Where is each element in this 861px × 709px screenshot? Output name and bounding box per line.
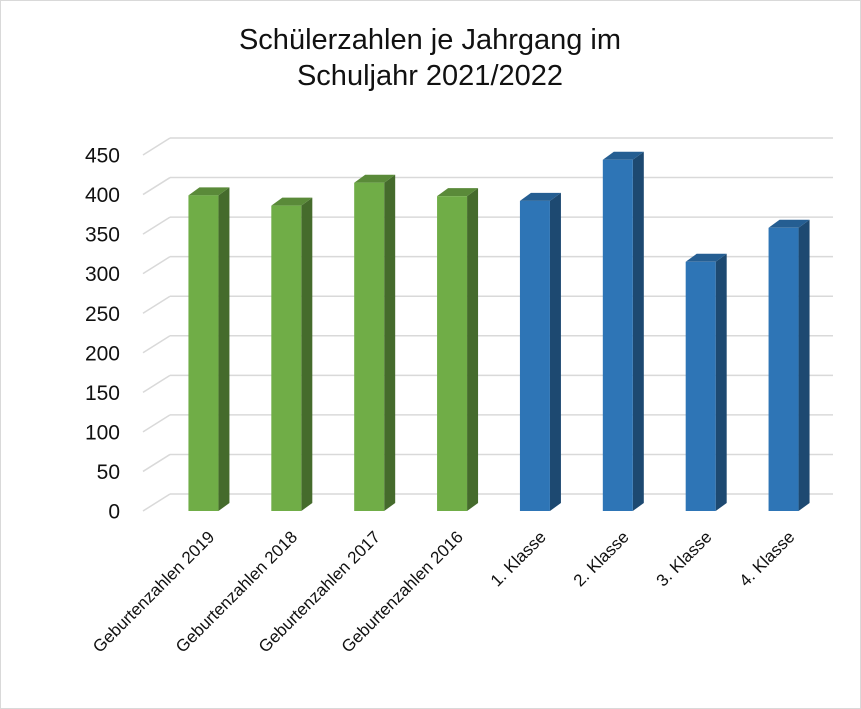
y-tick-label: 300 [85, 263, 120, 286]
bar-side [632, 151, 644, 511]
bar-side [218, 187, 230, 511]
y-tick-label: 400 [85, 184, 120, 207]
bar-top [271, 197, 313, 206]
grid-line-side [142, 216, 171, 235]
bar-side [301, 197, 313, 511]
bar-top [354, 174, 396, 183]
y-tick-label: 250 [85, 303, 120, 326]
y-tick-label: 50 [97, 461, 120, 484]
y-tick-label: 200 [85, 342, 120, 365]
grid-line-side [142, 493, 171, 512]
grid-line-side [142, 176, 171, 196]
bar [602, 159, 633, 511]
bar [685, 261, 716, 511]
bar-top [519, 192, 561, 201]
bar-side [549, 192, 561, 511]
bar [437, 196, 468, 512]
bar [188, 195, 219, 511]
bar-top [602, 151, 644, 160]
grid-line-side [142, 374, 171, 393]
grid-line-side [142, 137, 171, 156]
bar-top [685, 253, 727, 262]
bar-side [715, 253, 727, 512]
grid-line-side [142, 295, 171, 314]
bar [354, 182, 385, 511]
bar [768, 227, 799, 511]
y-tick-label: 150 [85, 382, 120, 405]
grid-line-side [142, 453, 171, 473]
y-tick-label: 100 [85, 421, 120, 444]
y-tick-label: 350 [85, 224, 120, 247]
bar-side [384, 174, 396, 511]
bar-side [467, 188, 479, 512]
y-tick-label: 0 [108, 501, 120, 524]
bar-top [768, 219, 810, 228]
chart-title: Schülerzahlen je Jahrgang im Schuljahr 2… [238, 24, 622, 92]
bar-top [188, 187, 230, 196]
bar-side [798, 219, 810, 511]
bar [271, 205, 302, 511]
y-tick-label: 450 [85, 145, 120, 168]
bar [519, 200, 550, 511]
grid-line-side [142, 414, 171, 433]
grid-line-side [142, 256, 171, 275]
bar-top [437, 188, 479, 197]
grid-line-side [142, 335, 171, 354]
